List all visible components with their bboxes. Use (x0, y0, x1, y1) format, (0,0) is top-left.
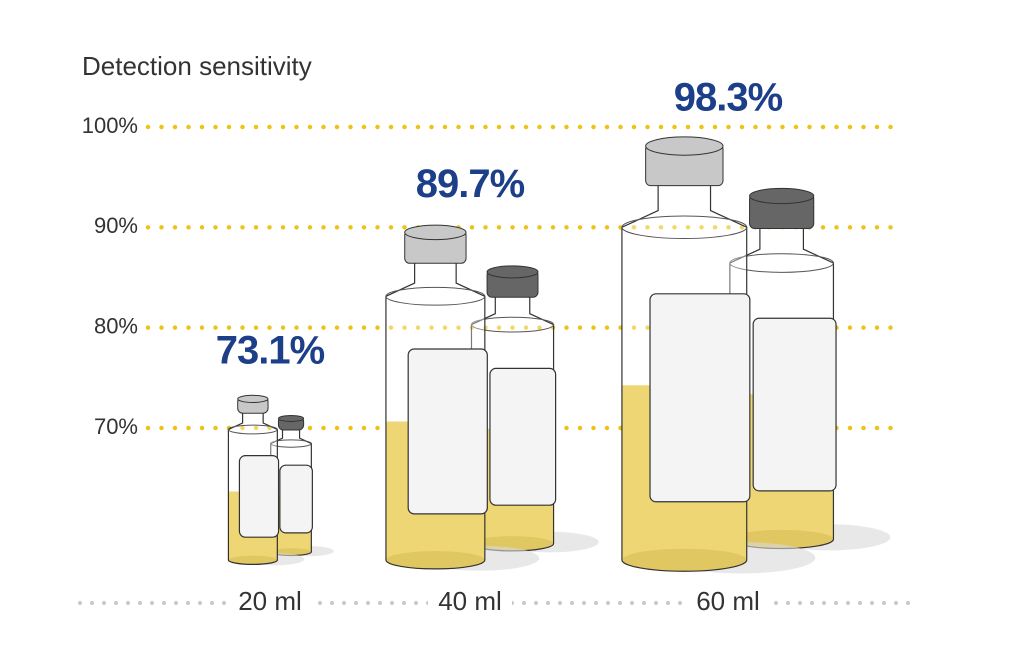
cap-top (749, 187, 815, 205)
value-label: 98.3% (674, 76, 783, 120)
chart-title: Detection sensitivity (82, 51, 312, 81)
bottle-group (621, 136, 891, 574)
category-bg (428, 588, 512, 618)
category-bg (228, 588, 312, 618)
cap-top (237, 394, 269, 403)
liquid-bottom (621, 548, 747, 572)
label-paper (752, 317, 837, 492)
value-label: 73.1% (216, 328, 325, 372)
bottle-group (227, 394, 334, 566)
shoulder (227, 424, 278, 435)
x-tick-label: 20 ml (238, 586, 302, 616)
label-paper (489, 367, 557, 506)
cap-top (277, 414, 305, 422)
cap-top (486, 265, 539, 279)
y-tick-label: 80% (94, 313, 138, 338)
value-label: 89.7% (416, 162, 525, 206)
label-paper (238, 455, 280, 538)
label-paper (407, 348, 488, 515)
label-paper (649, 293, 751, 503)
liquid-bottom (228, 555, 278, 565)
y-tick-label: 90% (94, 213, 138, 238)
cap-top (404, 224, 467, 241)
bottle-group (385, 224, 599, 571)
shoulder (470, 316, 555, 333)
category-bg (686, 588, 770, 618)
label-paper (279, 464, 313, 534)
liquid-bottom (385, 551, 485, 569)
x-tick-label: 60 ml (696, 586, 760, 616)
y-tick-label: 100% (82, 113, 138, 138)
x-tick-label: 40 ml (438, 586, 502, 616)
shoulder (729, 253, 834, 273)
cap-top (645, 136, 724, 156)
shoulder (621, 215, 748, 239)
shoulder (270, 439, 312, 448)
shoulder (385, 286, 486, 306)
y-tick-label: 70% (94, 414, 138, 439)
